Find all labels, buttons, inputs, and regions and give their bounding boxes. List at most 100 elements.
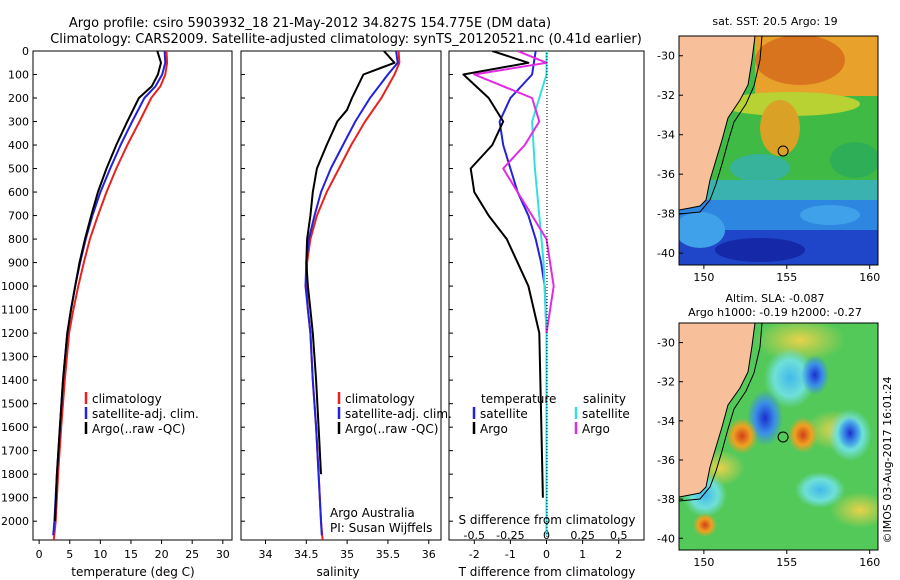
series-line-argo (462, 51, 544, 498)
x-tick-label: 34 (258, 548, 272, 561)
legend-label-t-argo: Argo (480, 422, 508, 436)
s-difference-xlabel: S difference from climatology (459, 513, 636, 527)
sla-red-high (726, 418, 758, 454)
depth-tick-label: 1000 (1, 280, 29, 293)
depth-tick-label: 1800 (1, 468, 29, 481)
lat-tick-label: -38 (657, 208, 675, 221)
s-diff-tick-label: 0 (543, 529, 550, 542)
salinity-series (304, 51, 401, 540)
sla-coastal-shelf-edge (679, 323, 763, 502)
x-tick-label: 5 (66, 548, 73, 561)
salinity-legend: climatology satellite-adj. clim. Argo(..… (330, 392, 452, 535)
depth-tick-label: 100 (8, 69, 29, 82)
salinity-xlabel: salinity (316, 565, 359, 579)
x-tick-label: -2 (469, 548, 480, 561)
legend-label-s-satellite: satellite (582, 407, 630, 421)
sla-map-title: Altim. SLA: -0.087 (725, 292, 824, 305)
difference-legend: temperature salinity satellite Argo sate… (472, 392, 630, 436)
legend-label-argo: Argo(..raw -QC) (345, 422, 438, 436)
sla-map (679, 323, 878, 550)
difference-series (462, 51, 555, 536)
sst-light-blue-patch (679, 212, 725, 248)
depth-tick-label: 800 (8, 233, 29, 246)
lat-tick-label: -34 (657, 415, 675, 428)
sla-map-subtitle: Argo h1000: -0.19 h2000: -0.27 (688, 306, 862, 319)
temperature-panel-frame (32, 50, 233, 541)
sla-yellow-anomaly (830, 492, 878, 528)
x-tick-label: 2 (615, 548, 622, 561)
x-tick-label: 35.5 (376, 548, 401, 561)
lat-tick-label: -34 (657, 129, 675, 142)
x-tick-label: 0 (543, 548, 550, 561)
depth-tick-label: 1500 (1, 398, 29, 411)
x-tick-label: 35 (340, 548, 354, 561)
s-diff-tick-label: -0.5 (464, 529, 485, 542)
sla-red-high (693, 513, 717, 537)
series-line-climatology (52, 51, 169, 540)
lon-tick-label: 155 (776, 271, 797, 284)
x-tick-label: 36 (422, 548, 436, 561)
depth-axis: 0 100 200 300 400 500 600 700 800 900 1000 1100 1200… (1, 45, 453, 528)
depth-tick-label: 2000 (1, 515, 29, 528)
sst-cool-band (679, 180, 878, 200)
s-diff-tick-label: 0.25 (570, 529, 595, 542)
x-tick-label: 10 (93, 548, 107, 561)
depth-tick-label: 400 (8, 139, 29, 152)
depth-tick-label: 300 (8, 116, 29, 129)
legend-label-argo: Argo(..raw -QC) (92, 422, 185, 436)
lon-tick-label: 155 (776, 556, 797, 569)
sst-coastal-shelf-edge (679, 36, 763, 215)
credit-argo-australia: Argo Australia (330, 506, 415, 520)
x-tick-label: 34.5 (294, 548, 319, 561)
imos-credit: ©IMOS 03-Aug-2017 16:01:24 (881, 377, 894, 544)
series-line-argo-raw-qc- (305, 51, 396, 475)
sst-map-title: sat. SST: 20.5 Argo: 19 (712, 15, 837, 28)
series-line-argo (473, 51, 555, 334)
sst-navy-patch (715, 238, 805, 262)
depth-tick-label: 700 (8, 210, 29, 223)
x-tick-label: 20 (155, 548, 169, 561)
lat-tick-label: -40 (657, 247, 675, 260)
sla-blue-low (838, 417, 862, 449)
lat-tick-label: -40 (657, 532, 675, 545)
depth-tick-label: 1300 (1, 351, 29, 364)
sst-map-axes: -30 -32 -34 -36 -38 -40 150 155 160 (657, 50, 880, 284)
s-diff-tick-label: -0.25 (496, 529, 524, 542)
credit-pi-name: PI: Susan Wijffels (330, 521, 432, 535)
sst-map-frame (678, 35, 879, 266)
sla-cyan-anomaly (764, 348, 816, 408)
temperature-xlabel: temperature (deg C) (71, 565, 194, 579)
series-line-argo-raw-qc- (54, 51, 162, 522)
depth-tick-label: 500 (8, 163, 29, 176)
legend-label-s-argo: Argo (582, 422, 610, 436)
sst-warm-patch-east (830, 142, 878, 178)
depth-tick-label: 900 (8, 257, 29, 270)
s-diff-tick-label: 0.5 (610, 529, 628, 542)
header-title: Argo profile: csiro 5903932_18 21-May-20… (69, 16, 551, 31)
depth-tick-label: 1900 (1, 492, 29, 505)
lat-tick-label: -38 (657, 493, 675, 506)
x-tick-label: 0 (36, 548, 43, 561)
depth-tick-label: 200 (8, 92, 29, 105)
sst-warm-core (755, 36, 845, 85)
lon-tick-label: 160 (859, 271, 880, 284)
sst-light-blue-patch (800, 205, 860, 225)
x-tick-label: 30 (216, 548, 230, 561)
header-subtitle: Climatology: CARS2009. Satellite-adjuste… (50, 32, 642, 47)
salinity-x-axis: 34 34.5 35 35.5 36 (258, 540, 436, 561)
sla-map-axes: -30 -32 -34 -36 -38 -40 150 155 160 (657, 337, 880, 569)
depth-tick-label: 1400 (1, 374, 29, 387)
t-difference-x-axis: -2 -1 0 1 2 (469, 540, 622, 561)
legend-header-salinity: salinity (583, 392, 626, 406)
sst-land (679, 36, 756, 211)
legend-label-t-satellite: satellite (480, 407, 528, 421)
temperature-series (52, 51, 169, 540)
depth-tick-label: 1700 (1, 445, 29, 458)
sla-profile-marker (777, 431, 789, 443)
depth-tick-label: 0 (22, 45, 29, 58)
depth-tick-label: 1200 (1, 327, 29, 340)
sla-blue-low (801, 355, 829, 395)
lon-tick-label: 150 (693, 556, 714, 569)
sst-cyan-patch (730, 154, 790, 182)
